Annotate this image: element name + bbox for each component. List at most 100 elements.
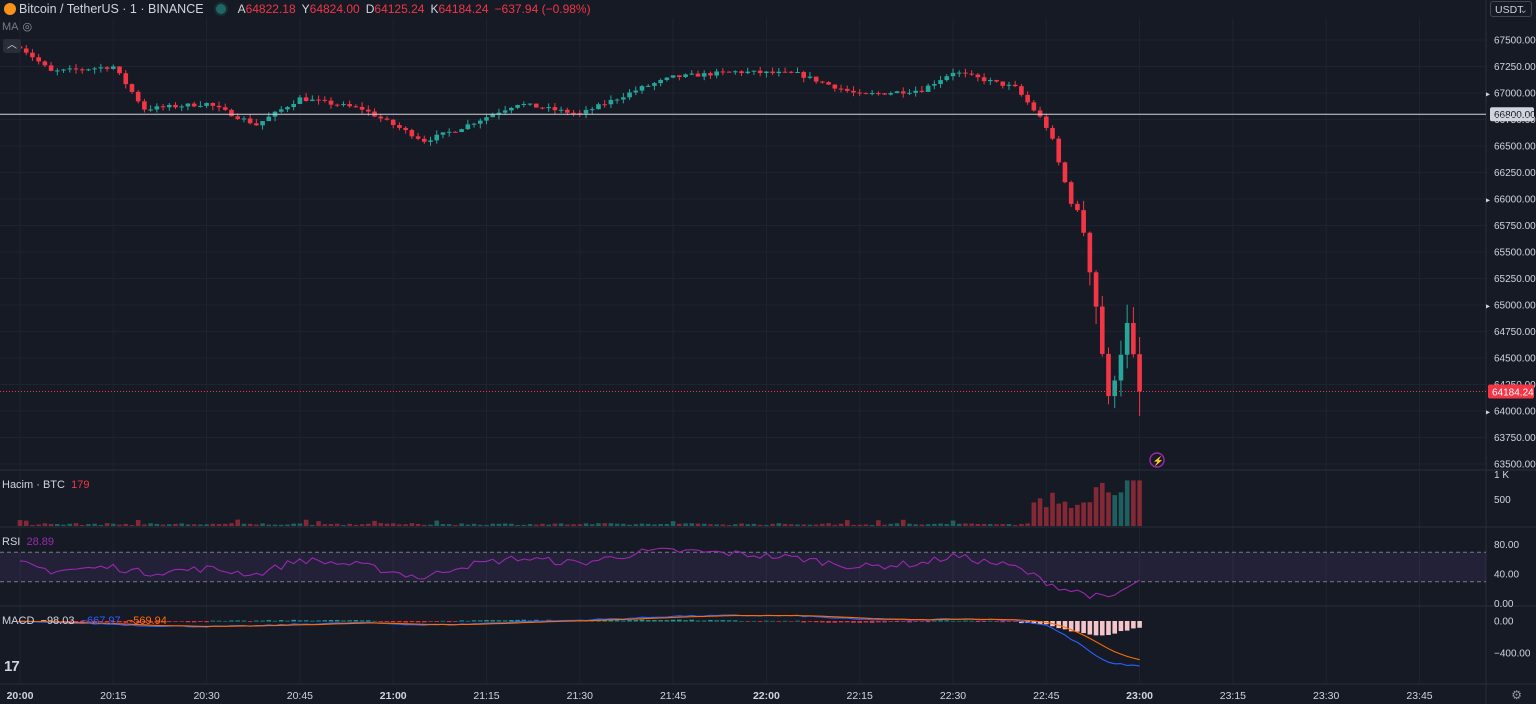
macd-pane-label[interactable]: MACD −98.03 −667.97 −569.94	[2, 615, 167, 627]
volume-bar	[645, 523, 651, 526]
volume-bar	[826, 523, 831, 526]
volume-bar	[751, 523, 757, 526]
volume-bar	[247, 523, 253, 526]
volume-bar	[310, 524, 315, 526]
candle-body	[216, 105, 222, 108]
candle-body	[757, 70, 763, 74]
time-tick-label: 22:45	[1033, 690, 1059, 702]
candle-body	[148, 109, 153, 111]
macd-histogram-bar	[633, 620, 639, 622]
candle-body	[801, 72, 807, 78]
candle-body	[61, 69, 66, 71]
candle-body	[820, 81, 825, 83]
macd-histogram-bar	[1006, 621, 1012, 622]
candle-body	[1118, 354, 1124, 381]
volume-tick-label: 500	[1494, 495, 1511, 506]
volume-bar	[670, 521, 676, 526]
macd-histogram-bar	[235, 620, 240, 622]
macd-histogram-bar	[291, 619, 296, 622]
candle-body	[739, 71, 744, 74]
candle-body	[1056, 138, 1062, 163]
volume-bar	[210, 523, 216, 526]
volume-bar	[229, 523, 234, 526]
macd-histogram-bar	[838, 621, 844, 623]
volume-bar	[1137, 480, 1142, 526]
macd-histogram-bar	[173, 621, 178, 622]
candle-body	[297, 97, 303, 104]
candle-body	[869, 93, 875, 95]
macd-histogram-bar	[92, 621, 97, 623]
macd-histogram-bar	[981, 621, 987, 622]
gear-icon[interactable]: ⚙	[1511, 688, 1522, 702]
candle-body	[415, 136, 421, 139]
macd-histogram-bar	[98, 621, 104, 622]
eye-hidden-icon[interactable]: ◎	[22, 21, 33, 33]
volume-bar	[683, 523, 688, 526]
macd-histogram-bar	[422, 621, 427, 623]
candle-body	[496, 112, 502, 115]
volume-bar	[291, 523, 296, 526]
candle-body	[334, 104, 340, 106]
price-tick-label: 65250.00	[1494, 274, 1536, 285]
volume-bar	[515, 525, 520, 526]
macd-histogram-bar	[496, 620, 502, 622]
candle-body	[689, 73, 695, 75]
chevron-up-icon[interactable]: ︿	[3, 39, 21, 53]
candle-body	[714, 71, 719, 76]
volume-bar	[428, 524, 433, 526]
candle-body	[166, 104, 172, 108]
ma-indicator[interactable]: MA ◎	[2, 20, 33, 34]
volume-bar	[633, 524, 639, 526]
macd-histogram-bar	[1081, 621, 1086, 634]
macd-histogram-bar	[285, 620, 290, 622]
candle-body	[994, 80, 999, 82]
macd-histogram-bar	[782, 620, 788, 622]
macd-histogram-bar	[894, 621, 900, 623]
candle-body	[932, 83, 937, 86]
candle-body	[552, 107, 558, 111]
macd-histogram-bar	[714, 620, 719, 622]
symbol-title[interactable]: Bitcoin / TetherUS · 1 · BINANCE	[19, 2, 204, 16]
candle-body	[857, 92, 862, 94]
market-status-icon[interactable]	[215, 4, 226, 14]
macd-histogram-bar	[701, 620, 707, 622]
macd-histogram-bar	[614, 620, 620, 622]
candle-body	[1099, 306, 1105, 354]
volume-bar	[366, 523, 371, 526]
candle-body	[764, 71, 769, 74]
candle-body	[956, 72, 962, 74]
volume-bar	[135, 519, 141, 526]
macd-histogram-bar	[900, 621, 906, 622]
candle-body	[695, 73, 701, 77]
macd-histogram-bar	[1118, 621, 1124, 632]
tradingview-logo[interactable]: 17	[4, 658, 20, 675]
volume-bar	[1000, 524, 1006, 526]
volume-pane-label[interactable]: Hacim · BTC 179	[2, 479, 90, 491]
macd-histogram-bar	[185, 621, 191, 623]
volume-bar	[61, 524, 66, 526]
macd-histogram-bar	[229, 620, 234, 622]
volume-bar	[111, 523, 116, 526]
volume-bar	[166, 524, 172, 526]
macd-histogram-bar	[471, 620, 477, 622]
macd-histogram-bar	[465, 620, 471, 622]
volume-bar	[1112, 495, 1118, 526]
volume-bar	[851, 524, 856, 526]
candle-body	[602, 104, 607, 106]
macd-histogram-bar	[359, 620, 365, 622]
volume-bar	[30, 524, 35, 526]
rsi-pane-label[interactable]: RSI 28.89	[2, 536, 54, 548]
candle-body	[260, 121, 265, 126]
macd-histogram-bar	[969, 620, 974, 622]
macd-histogram-bar	[851, 621, 856, 623]
volume-bar	[913, 524, 918, 526]
macd-histogram-bar	[272, 620, 278, 622]
macd-histogram-bar	[1075, 621, 1080, 632]
candle-body	[795, 72, 800, 74]
candle-body	[770, 71, 775, 74]
candle-body	[782, 71, 788, 73]
currency-select[interactable]: USDT ⌄	[1490, 1, 1532, 17]
candle-body	[142, 101, 147, 110]
candle-body	[434, 134, 440, 141]
